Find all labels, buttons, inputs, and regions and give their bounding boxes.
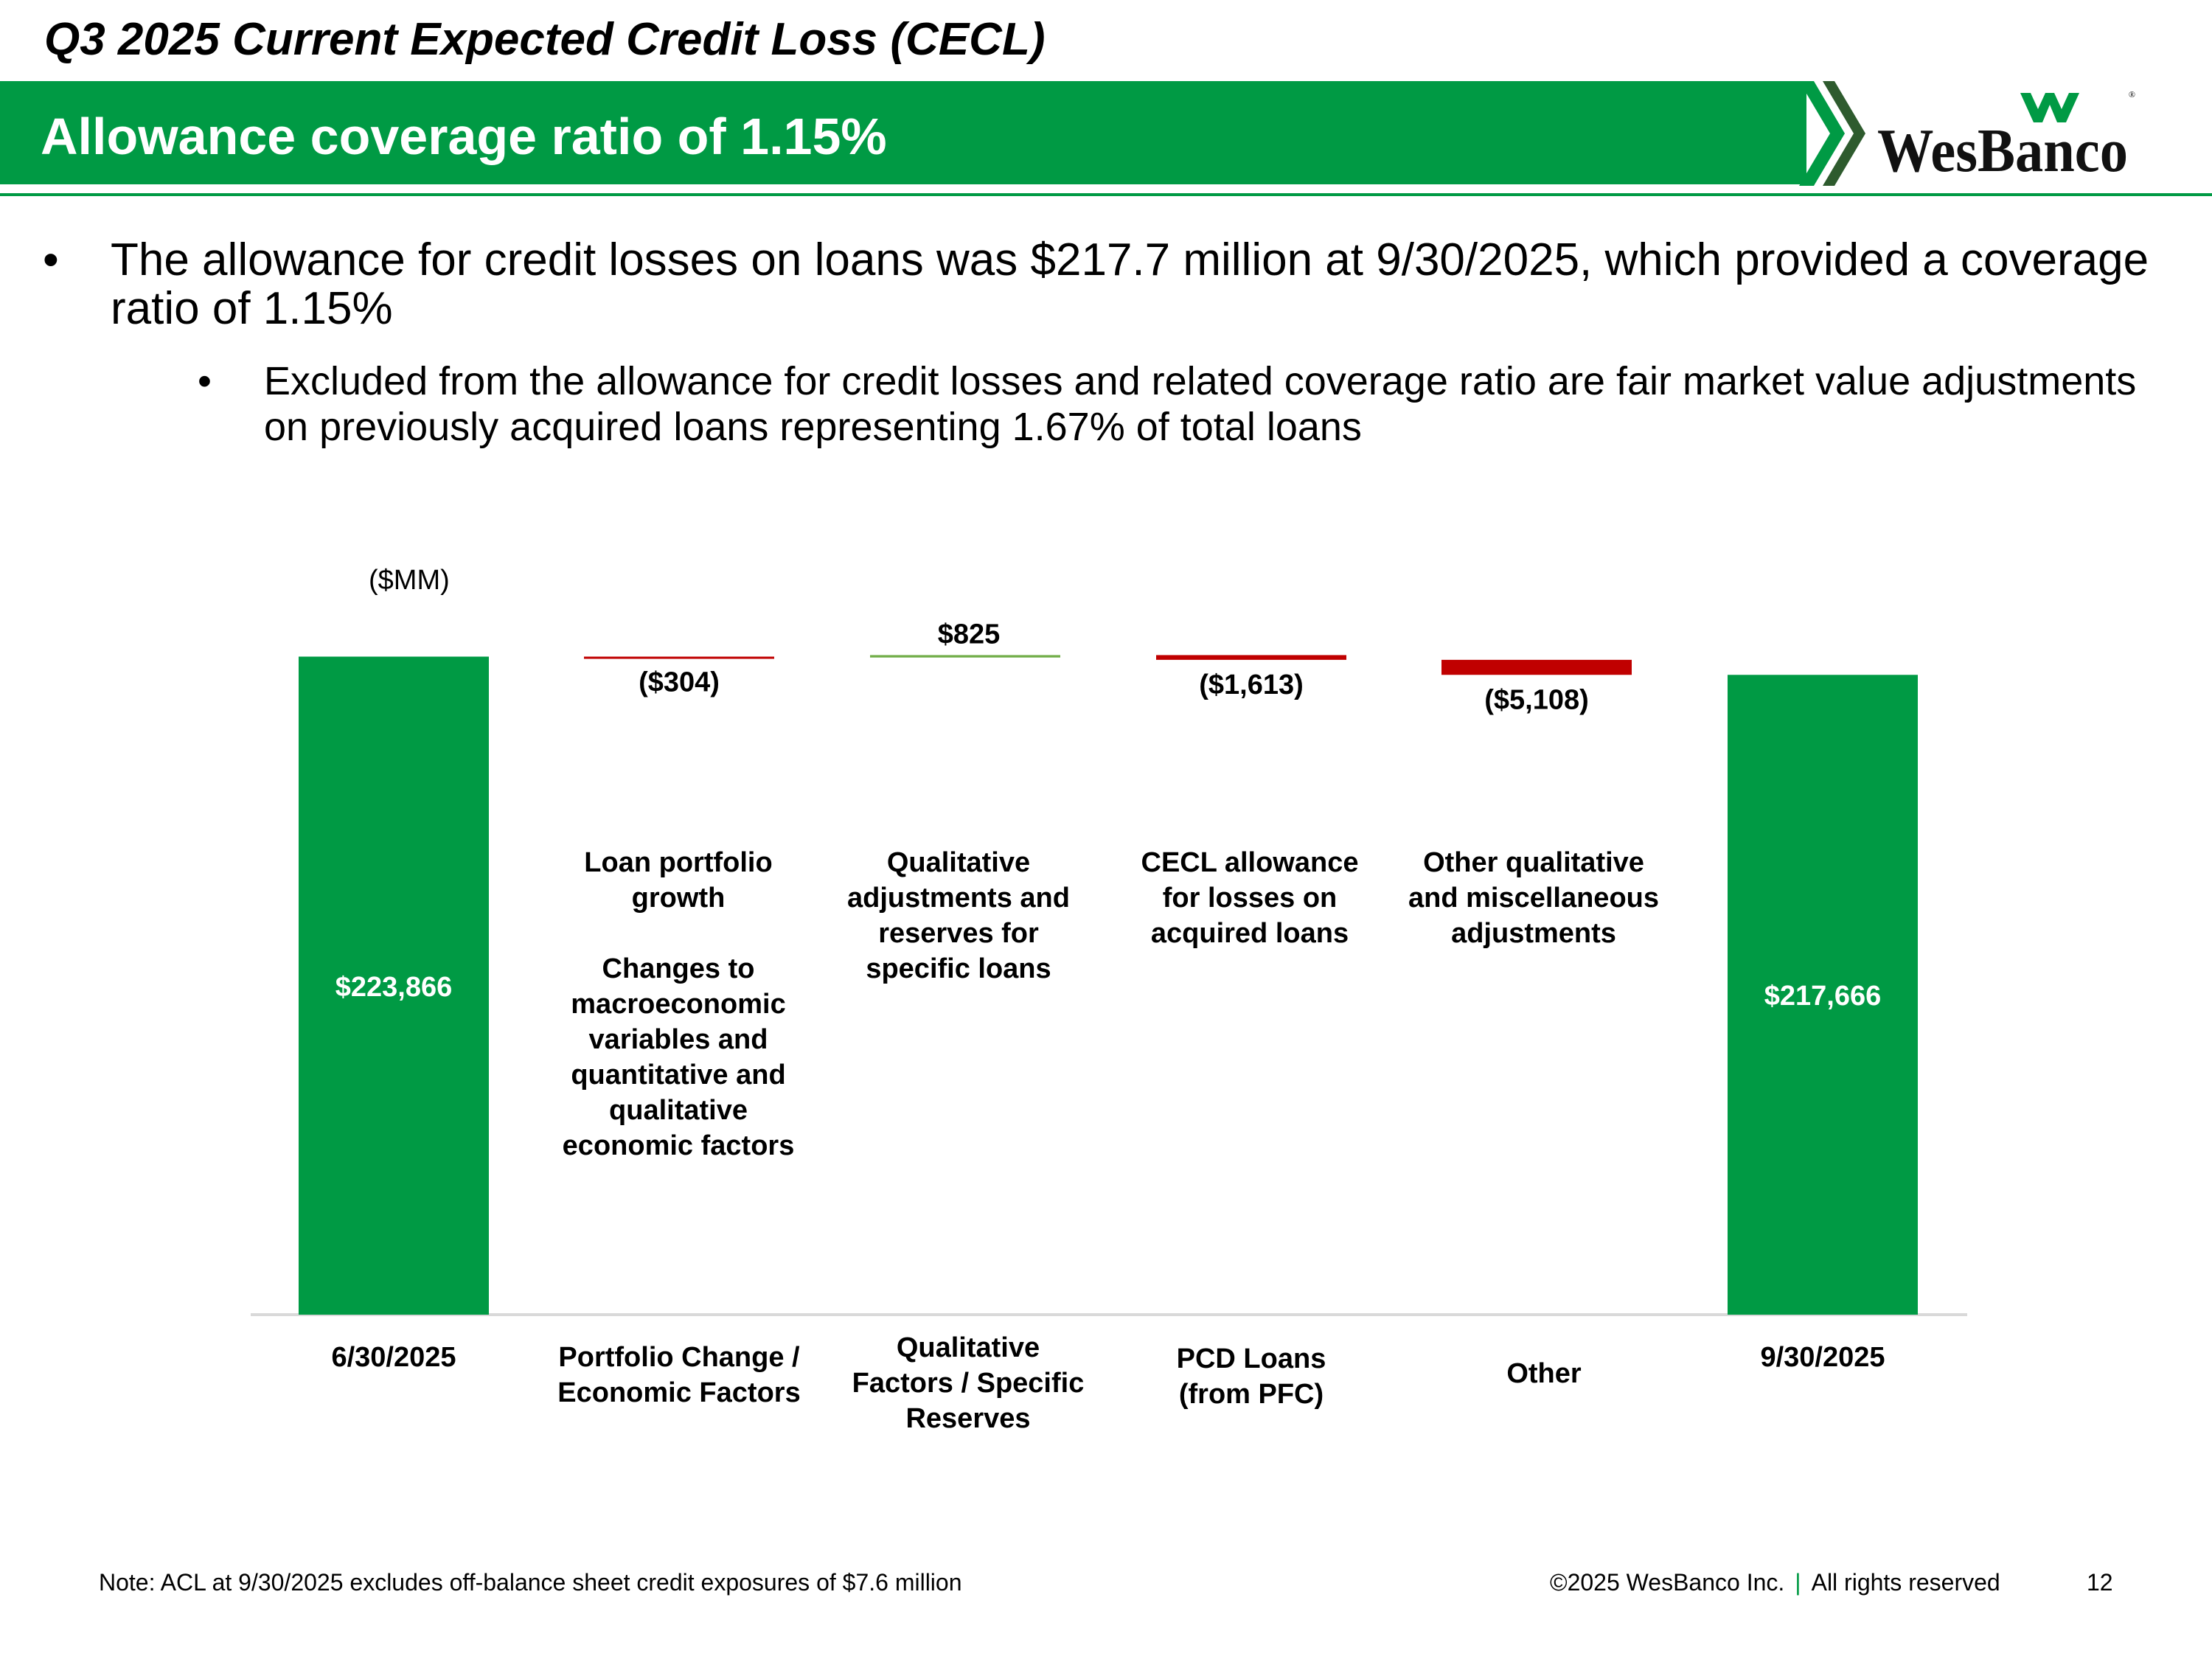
category-label-0: 6/30/2025 — [331, 1342, 456, 1373]
copyright: ©2025 WesBanco Inc. | All rights reserved — [1550, 1569, 2000, 1596]
category-label-4: Other — [1506, 1358, 1582, 1389]
rights-text: All rights reserved — [1811, 1569, 2000, 1596]
banner-chevron-icon — [1799, 81, 1865, 186]
bullet-dot: • — [198, 359, 212, 403]
value-label-5: $217,666 — [1764, 981, 1882, 1012]
bar-description-1: Loan portfolio growth Changes to macroec… — [562, 847, 795, 1161]
value-label-3: ($1,613) — [1199, 669, 1304, 700]
bar-0 — [299, 656, 489, 1315]
chart-unit-label: ($MM) — [369, 565, 450, 596]
wesbanco-logo-mark-icon — [2020, 93, 2079, 122]
banner-heading: Allowance coverage ratio of 1.15% — [41, 108, 887, 165]
category-label-2: Qualitative Factors / Specific Reserves — [852, 1332, 1085, 1434]
bar-5 — [1728, 675, 1918, 1315]
slide-title: Q3 2025 Current Expected Credit Loss (CE… — [44, 14, 1046, 65]
bar-description-4: Other qualitative and miscellaneous adju… — [1408, 847, 1659, 949]
wesbanco-logo: ® WesBanco — [1877, 89, 2135, 183]
bullet-main-text: The allowance for credit losses on loans… — [111, 234, 2149, 334]
value-label-2: $825 — [938, 619, 1001, 650]
footer-separator: | — [1795, 1569, 1801, 1596]
category-label-5: 9/30/2025 — [1760, 1342, 1885, 1373]
svg-text:®: ® — [2129, 89, 2135, 100]
footnote: Note: ACL at 9/30/2025 excludes off-bala… — [99, 1569, 962, 1596]
bar-description-2: Qualitative adjustments and reserves for… — [847, 847, 1070, 984]
bullet-dot: • — [43, 234, 59, 285]
category-label-3: PCD Loans (from PFC) — [1177, 1343, 1326, 1410]
title-banner — [0, 81, 1806, 184]
bar-1 — [584, 656, 774, 659]
page-number: 12 — [2087, 1569, 2113, 1596]
value-label-4: ($5,108) — [1484, 684, 1589, 715]
bar-4 — [1441, 659, 1632, 675]
bar-description-3: CECL allowance for losses on acquired lo… — [1141, 847, 1359, 949]
value-label-0: $223,866 — [335, 972, 453, 1003]
bar-2 — [870, 655, 1060, 658]
header-rule — [0, 193, 2212, 196]
value-label-1: ($304) — [639, 667, 720, 698]
bar-3 — [1156, 655, 1346, 660]
logo-text: WesBanco — [1877, 116, 2128, 183]
copyright-text: ©2025 WesBanco Inc. — [1550, 1569, 1785, 1596]
bullet-sub-text: Excluded from the allowance for credit l… — [264, 359, 2137, 449]
category-label-1: Portfolio Change / Economic Factors — [557, 1342, 800, 1408]
